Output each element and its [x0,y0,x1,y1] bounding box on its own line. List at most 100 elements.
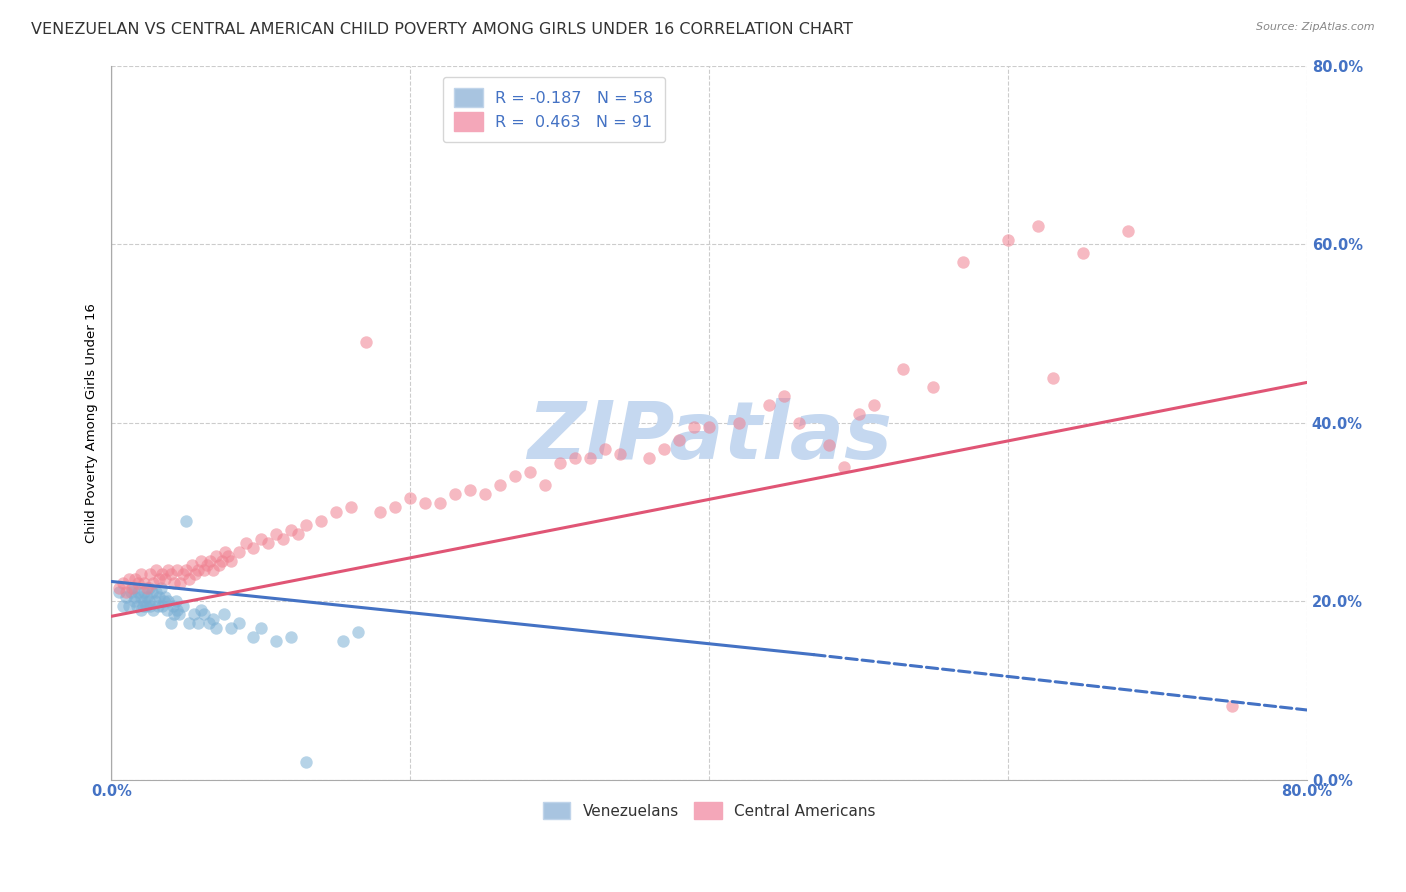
Point [332,634,354,648]
Point [166,603,188,617]
Point [157,594,180,608]
Point [202,563,225,577]
Point [893,362,915,376]
Point [787,416,810,430]
Point [124,590,146,604]
Point [127,585,149,599]
Point [817,438,839,452]
Point [370,505,392,519]
Point [115,585,138,599]
Point [578,451,600,466]
Point [145,585,167,599]
Point [163,576,186,591]
Point [1026,219,1049,234]
Point [250,532,273,546]
Point [125,599,148,613]
Point [489,478,512,492]
Point [139,567,162,582]
Point [205,549,228,564]
Point [157,563,180,577]
Point [160,616,183,631]
Point [135,599,157,613]
Point [503,469,526,483]
Point [347,625,370,640]
Point [474,487,496,501]
Point [118,599,141,613]
Text: VENEZUELAN VS CENTRAL AMERICAN CHILD POVERTY AMONG GIRLS UNDER 16 CORRELATION CH: VENEZUELAN VS CENTRAL AMERICAN CHILD POV… [31,22,853,37]
Point [156,603,179,617]
Point [131,590,153,604]
Point [609,447,631,461]
Point [134,576,156,591]
Point [242,630,264,644]
Point [280,523,302,537]
Point [136,590,159,604]
Point [108,581,131,595]
Point [146,599,169,613]
Point [638,451,661,466]
Point [228,616,250,631]
Point [294,755,316,769]
Point [309,514,332,528]
Y-axis label: Child Poverty Among Girls Under 16: Child Poverty Among Girls Under 16 [86,302,98,542]
Point [564,451,586,466]
Point [160,567,183,582]
Point [1220,699,1243,714]
Point [832,460,855,475]
Point [205,621,228,635]
Point [181,558,204,573]
Point [174,563,197,577]
Point [922,380,945,394]
Point [179,616,201,631]
Point [413,496,436,510]
Point [198,554,221,568]
Point [654,442,676,457]
Point [384,500,406,515]
Point [534,478,557,492]
Point [862,398,884,412]
Point [112,599,135,613]
Point [187,616,209,631]
Point [214,545,236,559]
Point [163,607,186,622]
Point [773,389,796,403]
Point [155,590,177,604]
Point [264,634,287,648]
Point [997,233,1019,247]
Point [121,581,143,595]
Point [142,576,165,591]
Point [122,581,145,595]
Text: Source: ZipAtlas.com: Source: ZipAtlas.com [1257,22,1375,32]
Point [141,585,163,599]
Point [211,554,233,568]
Point [444,487,467,501]
Point [131,603,153,617]
Point [190,554,212,568]
Point [166,563,188,577]
Point [139,599,162,613]
Point [132,599,155,613]
Point [952,255,974,269]
Point [339,500,361,515]
Point [148,590,170,604]
Point [287,527,309,541]
Point [354,335,377,350]
Point [145,563,167,577]
Point [108,585,131,599]
Point [325,505,347,519]
Point [683,420,706,434]
Point [294,518,316,533]
Point [1071,246,1094,260]
Point [184,567,207,582]
Point [242,541,264,555]
Point [202,612,225,626]
Point [429,496,451,510]
Point [228,545,250,559]
Point [548,456,571,470]
Point [118,572,141,586]
Point [273,532,295,546]
Point [149,581,172,595]
Point [208,558,231,573]
Point [112,576,135,591]
Point [150,567,173,582]
